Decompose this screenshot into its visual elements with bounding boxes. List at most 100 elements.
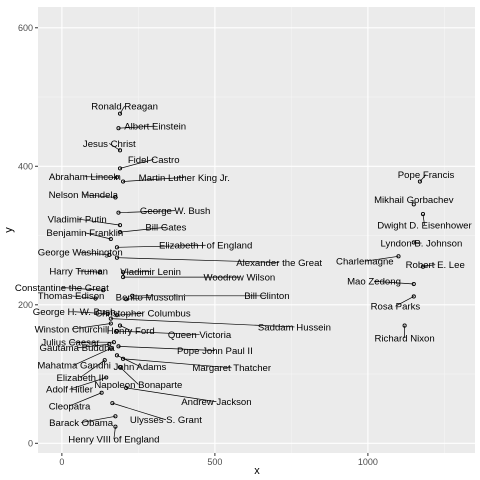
data-point <box>121 356 126 361</box>
data-point <box>102 358 107 363</box>
point-label: Harry Truman <box>49 266 108 277</box>
point-label: Elizabeth II <box>56 373 103 384</box>
point-label: Margaret Thatcher <box>192 363 272 374</box>
data-point <box>113 414 118 419</box>
data-point <box>93 296 98 301</box>
data-point <box>110 401 115 406</box>
point-label: Cleopatra <box>49 401 91 412</box>
y-tick-label: 600 <box>18 23 33 33</box>
label-segment <box>422 264 436 268</box>
point-label: George Washington <box>38 248 123 259</box>
label-segment <box>126 296 151 300</box>
point-label: Julius Caesar <box>41 338 100 349</box>
label-segment <box>109 143 121 151</box>
data-point <box>116 126 121 131</box>
data-point <box>117 365 123 370</box>
label-segment <box>73 348 111 366</box>
point-label: Nelson Mandela <box>49 190 119 201</box>
plot-panel <box>38 7 475 453</box>
label-segment <box>77 218 121 226</box>
data-point <box>108 236 113 242</box>
point-label: Henry VIII of England <box>68 435 159 446</box>
label-segment <box>116 330 200 335</box>
point-label: Saddam Hussein <box>258 322 331 333</box>
data-point <box>107 342 112 347</box>
data-point <box>116 344 121 349</box>
x-tick-label: 0 <box>59 457 64 467</box>
label-segment <box>80 251 110 256</box>
label-segment <box>78 270 101 273</box>
label-segment <box>113 426 116 440</box>
data-point <box>420 264 426 269</box>
data-point <box>117 223 123 228</box>
data-point <box>411 202 416 207</box>
point-label: Henry Ford <box>107 326 155 337</box>
point-label: Andrew Jackson <box>181 397 251 408</box>
data-point <box>113 195 118 200</box>
point-label: Woodrow Wilson <box>203 272 275 283</box>
data-point <box>107 252 112 257</box>
y-tick-label: 400 <box>18 161 33 171</box>
point-label: Abraham Lincoln <box>49 172 121 183</box>
point-label: Mikhail Gorbachev <box>374 195 454 206</box>
data-point <box>116 210 121 215</box>
label-segment <box>119 226 166 233</box>
label-segment <box>116 244 206 248</box>
y-axis-ticks: 0 200 400 600 <box>18 23 38 448</box>
y-tick-label: 200 <box>18 300 33 310</box>
point-label: Benjamin Franklin <box>46 228 123 239</box>
label-segment <box>74 311 108 315</box>
point-label: Christopher Columbus <box>95 309 191 320</box>
point-label: Vladimir Lenin <box>120 267 181 278</box>
point-label: Queen Victoria <box>168 330 232 341</box>
point-label: Rosa Parks <box>371 302 421 313</box>
label-segment <box>69 377 107 390</box>
data-point <box>411 281 416 287</box>
point-label: Fidel Castro <box>128 155 180 166</box>
data-point <box>396 254 401 259</box>
data-point <box>117 166 123 171</box>
point-label: Napoleon Bonaparte <box>94 380 182 391</box>
point-label: Ronald Reagan <box>91 101 158 112</box>
label-segments <box>61 105 436 440</box>
data-point <box>420 212 426 217</box>
point-label: Thomas Edison <box>38 291 105 302</box>
data-point <box>117 230 123 235</box>
data-point <box>114 353 120 358</box>
data-point <box>402 323 407 328</box>
label-segment <box>84 232 111 240</box>
data-point <box>121 275 126 280</box>
data-point <box>101 288 106 293</box>
point-label: George W. Bush <box>140 206 210 217</box>
point-label: Benito Mussolini <box>116 293 186 304</box>
label-segment <box>83 194 116 198</box>
data-point <box>99 390 104 395</box>
data-point <box>114 255 120 260</box>
label-segment <box>81 415 116 423</box>
point-label: Elizabeth I of England <box>159 241 252 252</box>
point-label: Adolf Hitler <box>46 385 94 396</box>
data-point <box>108 316 113 321</box>
data-point <box>411 294 416 299</box>
label-segment <box>364 255 399 262</box>
y-tick-label: 0 <box>28 438 33 448</box>
point-label: Robert E. Lee <box>406 260 465 271</box>
point-label: Charlemagne <box>336 257 394 268</box>
x-tick-label: 1000 <box>358 457 378 467</box>
point-label: Ulysses S. Grant <box>130 415 202 426</box>
data-point <box>121 270 126 275</box>
label-segment <box>71 295 96 299</box>
label-segment <box>373 280 414 285</box>
data-point <box>108 321 113 326</box>
label-segment <box>123 358 232 369</box>
data-point <box>117 148 123 153</box>
label-segment <box>77 343 110 349</box>
point-label: Alexander the Great <box>236 258 322 269</box>
point-label: Lyndon B. Johnson <box>381 239 463 250</box>
label-segment <box>123 177 185 182</box>
data-point <box>114 329 120 334</box>
label-segment <box>112 402 167 421</box>
data-point <box>117 111 123 116</box>
